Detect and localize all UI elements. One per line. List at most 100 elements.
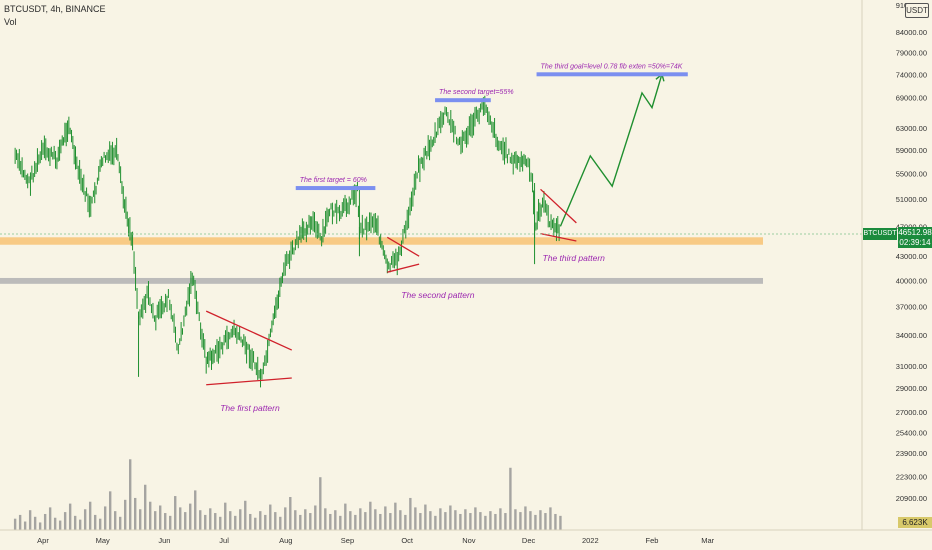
volume-bar: [53, 517, 57, 530]
volume-bar: [314, 505, 317, 530]
volume-bar: [149, 501, 152, 530]
volume-bar: [184, 512, 187, 530]
volume-bar: [103, 506, 107, 530]
volume-bar: [319, 477, 322, 530]
volume-bar: [244, 500, 247, 530]
x-tick-label: Mar: [701, 536, 714, 545]
volume-bar: [129, 459, 132, 530]
volume-bar: [33, 516, 37, 530]
y-tick-label: 22300.00: [896, 472, 927, 481]
volume-bar: [374, 509, 377, 530]
volume-bar: [83, 509, 87, 530]
volume-bar: [509, 467, 512, 530]
pattern-lower-line-3[interactable]: [540, 232, 577, 242]
y-tick-label: 27000.00: [896, 408, 927, 417]
x-tick-label: Oct: [401, 536, 414, 545]
target-line-2[interactable]: [435, 98, 491, 103]
volume-bar: [349, 511, 352, 530]
volume-bar: [18, 514, 22, 530]
y-tick-label: 23900.00: [896, 449, 927, 458]
volume-bar: [234, 515, 237, 530]
pattern-upper-line-2[interactable]: [386, 236, 420, 257]
pattern-label-3: The third pattern: [543, 253, 606, 263]
volume-bar: [284, 507, 287, 530]
volume-bar: [108, 491, 112, 530]
x-tick-label: Apr: [37, 536, 49, 545]
x-tick-label: Dec: [522, 536, 536, 545]
volume-bar: [229, 511, 232, 530]
volume-tag: 6.623K: [898, 517, 932, 528]
volume-bar: [364, 512, 367, 530]
price-tag-symbol: BTCUSDT: [863, 228, 897, 240]
volume-bar: [459, 513, 462, 530]
volume-bar: [194, 490, 197, 530]
target-line-1[interactable]: [295, 186, 376, 191]
volume-bar: [439, 508, 442, 530]
volume-bar: [73, 515, 77, 530]
price-tag-countdown: 02:39:14: [898, 238, 932, 248]
volume-bar: [369, 501, 372, 530]
volume-bar: [524, 506, 527, 530]
pattern-lower-line-1[interactable]: [206, 377, 292, 386]
y-tick-label: 25400.00: [896, 429, 927, 438]
price-tag-value: 46512.98: [898, 227, 932, 238]
target-label-2: The second target=55%: [439, 89, 514, 96]
pattern-upper-line-1[interactable]: [205, 310, 293, 351]
volume-bar: [304, 509, 307, 530]
volume-bar: [544, 513, 547, 530]
volume-bar: [384, 506, 387, 530]
volume-bar: [189, 503, 192, 530]
volume-bar: [404, 514, 407, 530]
volume-bar: [479, 512, 482, 530]
y-tick-label: 47000.00: [896, 222, 927, 231]
volume-bar: [43, 513, 47, 530]
volume-bar: [344, 503, 347, 530]
volume-bar: [63, 512, 67, 530]
volume-bar: [449, 505, 452, 530]
volume-bar: [139, 509, 142, 530]
y-tick-label: 31000.00: [896, 362, 927, 371]
volume-bar: [199, 510, 202, 530]
volume-bar: [429, 511, 432, 530]
volume-bar: [469, 513, 472, 530]
horizontal-zone-1[interactable]: [0, 277, 763, 284]
volume-bar: [58, 520, 62, 530]
projection-path[interactable]: [559, 74, 663, 227]
volume-bar: [559, 515, 562, 530]
volume-bar: [434, 515, 437, 530]
volume-bar: [399, 510, 402, 530]
y-tick-label: 20900.00: [896, 494, 927, 503]
target-label-3: The third goal=level 0.78 fib exten =50%…: [541, 63, 683, 70]
volume-bar: [474, 507, 477, 530]
volume-bar: [519, 512, 522, 530]
volume-bar: [169, 515, 172, 530]
pattern-lower-line-2[interactable]: [387, 263, 420, 273]
volume-bar: [504, 513, 507, 530]
volume-bar: [394, 502, 397, 530]
volume-bar: [264, 514, 267, 530]
volume-bar: [144, 484, 147, 530]
volume-bar: [289, 497, 292, 530]
volume-bar: [259, 511, 262, 530]
target-line-3[interactable]: [536, 72, 688, 77]
symbol-header[interactable]: BTCUSDT, 4h, BINANCE: [4, 4, 106, 14]
y-tick-label: 63000.00: [896, 124, 927, 133]
volume-bar: [309, 513, 312, 530]
volume-bar: [529, 511, 532, 530]
volume-bar: [23, 521, 27, 530]
volume-bar: [93, 514, 97, 530]
pattern-upper-line-3[interactable]: [540, 188, 577, 224]
volume-bar: [299, 514, 302, 530]
volume-bar: [409, 497, 412, 530]
volume-bar: [419, 513, 422, 530]
volume-bar: [159, 505, 162, 530]
currency-button[interactable]: USDT: [905, 3, 929, 18]
y-tick-label: 69000.00: [896, 94, 927, 103]
volume-bar: [424, 504, 427, 530]
y-tick-label: 59000.00: [896, 146, 927, 155]
volume-bar: [354, 514, 357, 530]
volume-indicator-label[interactable]: Vol: [4, 17, 17, 27]
y-tick-label: 79000.00: [896, 48, 927, 57]
